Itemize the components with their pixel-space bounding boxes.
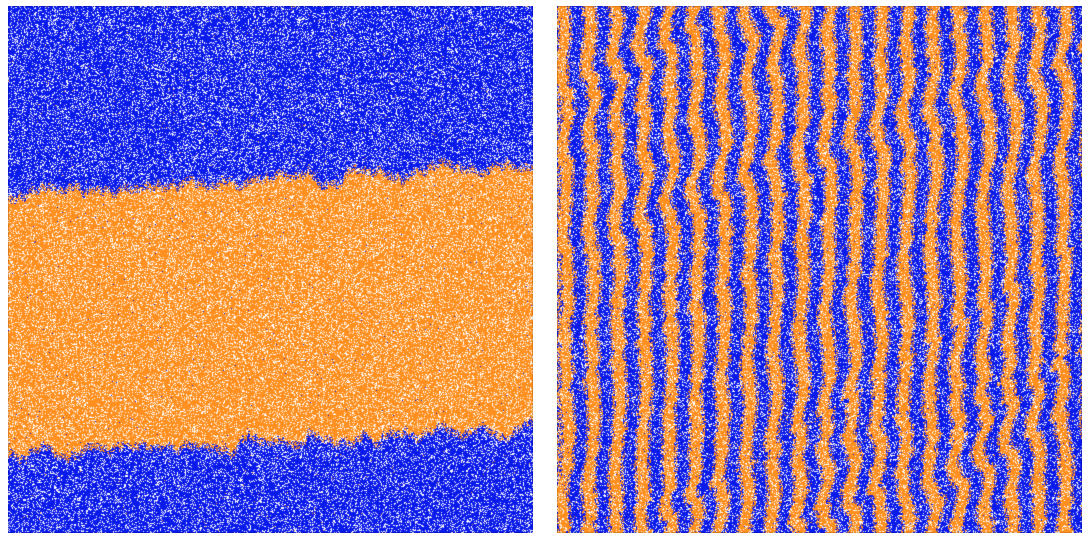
left-panel-band-pattern — [8, 6, 533, 533]
left-phase-map — [8, 6, 533, 533]
right-panel-stripe-pattern — [557, 6, 1082, 533]
right-phase-map — [557, 6, 1082, 533]
